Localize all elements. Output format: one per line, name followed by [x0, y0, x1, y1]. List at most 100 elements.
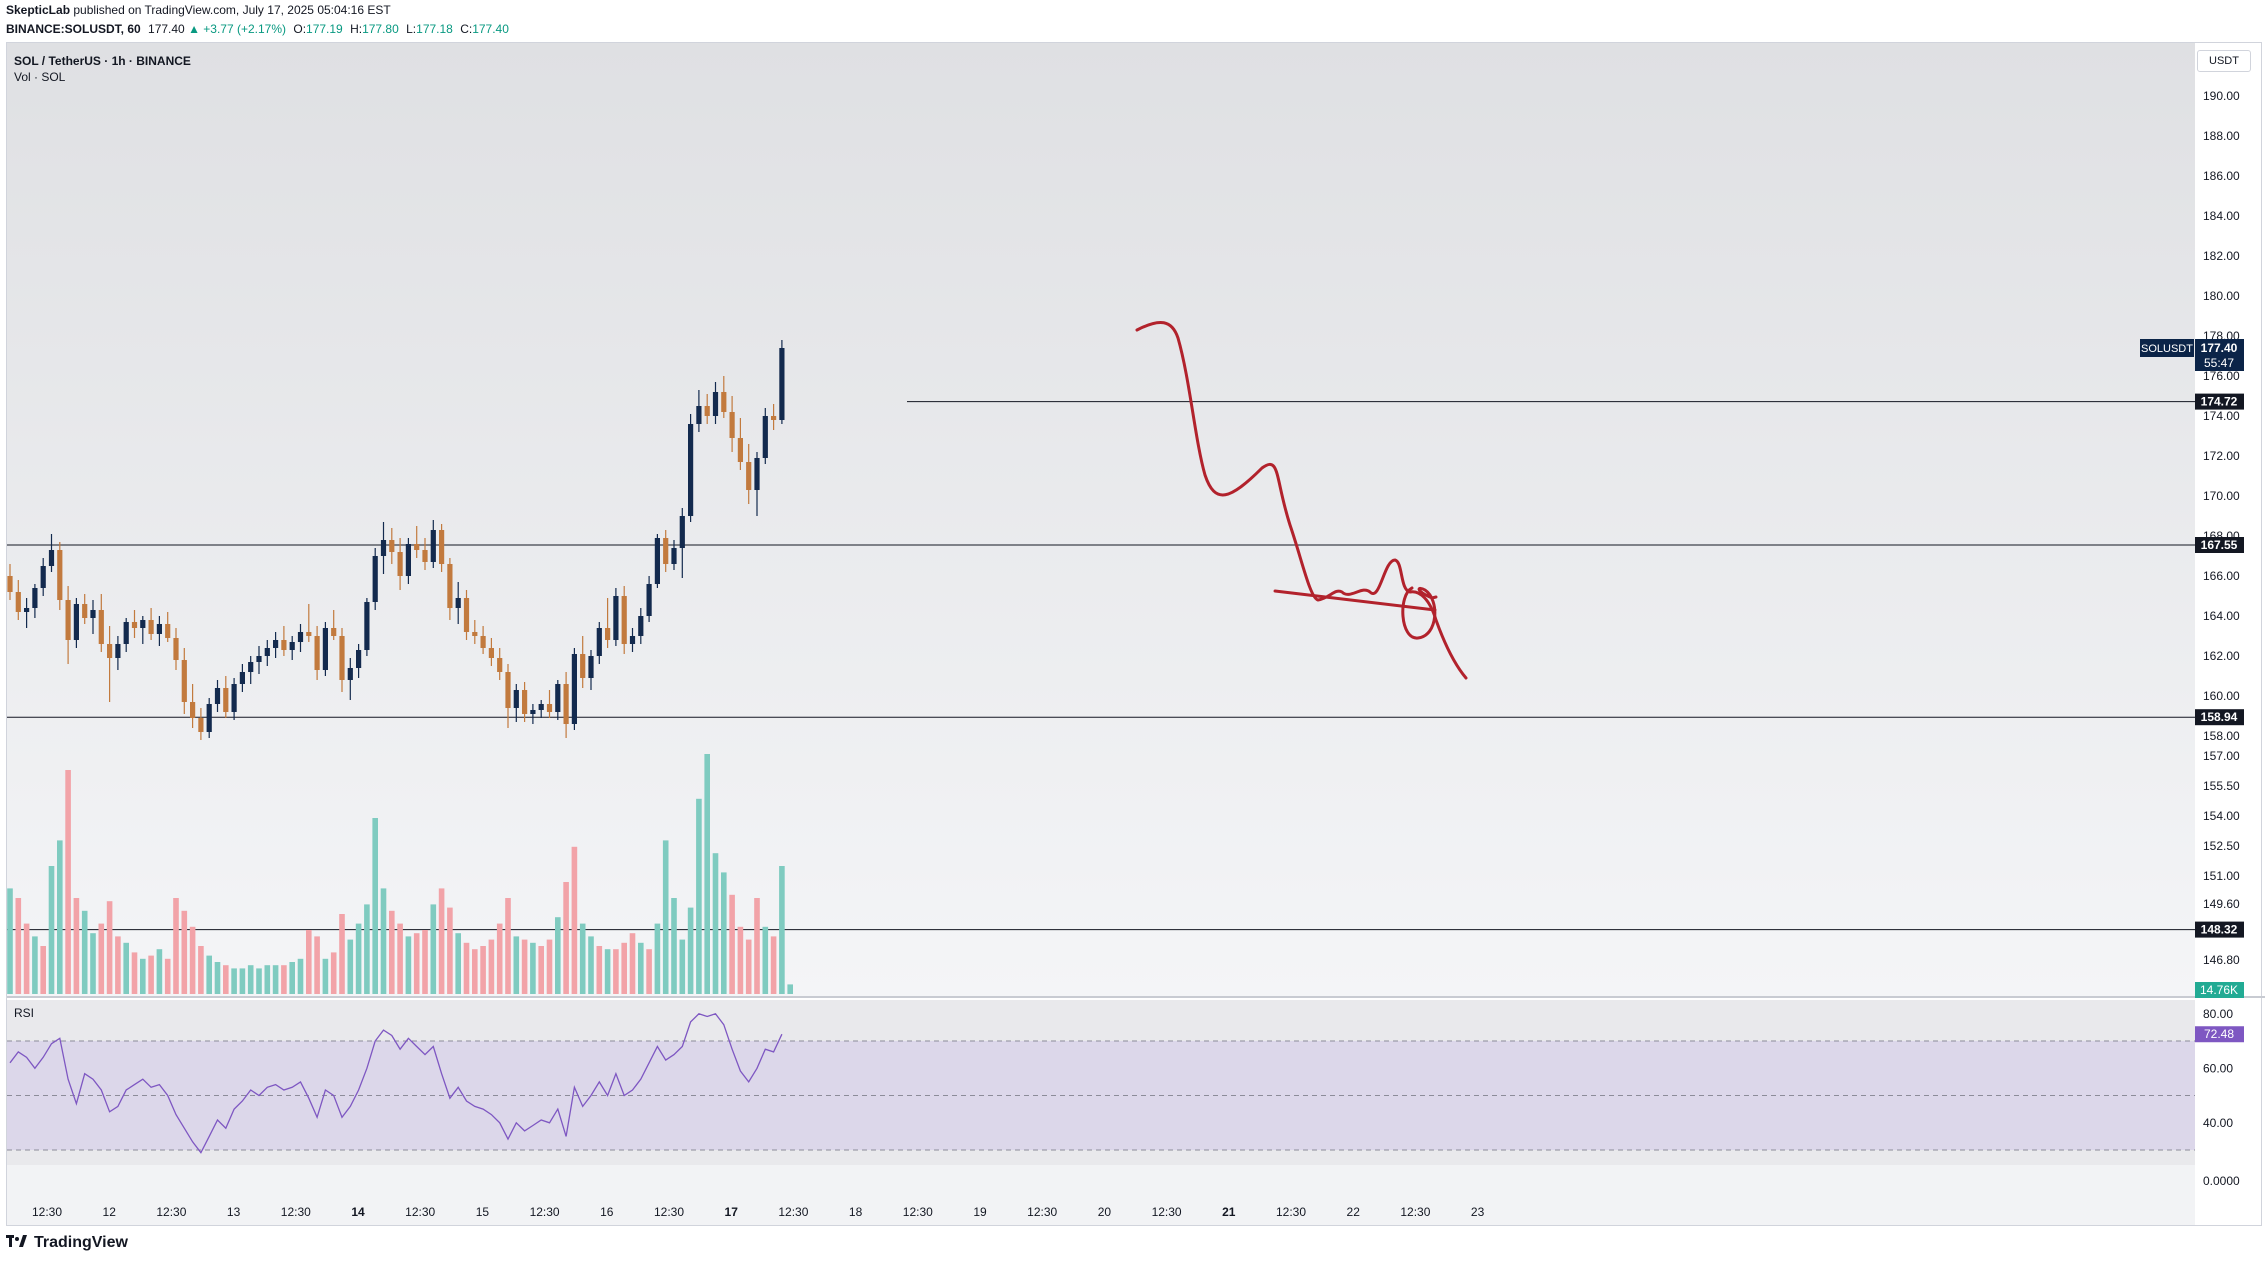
volume-bar	[571, 846, 578, 994]
candle-body	[65, 600, 71, 640]
candle-body	[771, 416, 777, 420]
volume-bar	[604, 949, 611, 994]
volume-bar	[389, 910, 395, 994]
countdown-label: 55:47	[2204, 356, 2234, 370]
volume-bar	[206, 955, 212, 994]
horizontal-level-tag	[2195, 709, 2244, 726]
candle-body	[48, 550, 55, 566]
symbol-line: BINANCE:SOLUSDT, 60	[6, 22, 141, 36]
candle-body	[746, 462, 752, 490]
volume-bar	[621, 942, 627, 994]
candle-body	[580, 654, 586, 678]
candle-body	[190, 702, 196, 718]
price-tick-label: 146.80	[2203, 953, 2240, 967]
candle-body	[712, 392, 719, 416]
volume-bar	[538, 946, 544, 994]
price-tick-label: 152.50	[2203, 839, 2240, 853]
volume-bar	[397, 923, 403, 994]
volume-bar	[687, 907, 694, 994]
candle-body	[181, 660, 187, 702]
volume-bar	[156, 949, 163, 994]
low-value: 177.18	[416, 22, 453, 36]
volume-bar	[314, 936, 320, 994]
price-tick-label: 184.00	[2203, 209, 2240, 223]
candle-body	[173, 638, 179, 660]
candle-body	[588, 656, 594, 678]
price-tick-label: 151.00	[2203, 869, 2240, 883]
candle-body	[73, 604, 79, 640]
volume-bar	[787, 984, 793, 994]
candle-body	[613, 596, 619, 640]
candle-body	[721, 392, 727, 412]
candle-body	[306, 632, 312, 636]
candle-body	[264, 648, 270, 656]
candle-body	[214, 688, 221, 704]
volume-bar	[81, 910, 88, 994]
time-tick-label: 12:30	[32, 1205, 62, 1219]
volume-bar	[638, 942, 644, 994]
volume-bar	[90, 933, 96, 994]
volume-bar	[555, 917, 561, 994]
volume-bar	[73, 898, 80, 994]
volume-bar	[65, 770, 71, 994]
time-tick-label: 22	[1347, 1205, 1361, 1219]
horizontal-level-label: 158.94	[2201, 710, 2238, 724]
volume-bar	[306, 930, 312, 994]
rsi-tick-label: 60.00	[2203, 1061, 2233, 1075]
rsi-line	[9, 1013, 783, 1154]
candle-body	[206, 704, 212, 732]
candle-body	[538, 704, 544, 710]
brand-name: TradingView	[34, 1234, 128, 1251]
time-tick-label: 12:30	[1400, 1205, 1430, 1219]
volume-bar	[256, 968, 262, 994]
candle-body	[646, 584, 652, 616]
volume-bar	[330, 952, 337, 994]
candle-body	[248, 662, 254, 672]
time-tick-label: 12:30	[405, 1205, 435, 1219]
volume-bar	[7, 888, 13, 994]
volume-bar	[189, 926, 196, 994]
time-tick-label: 12:30	[281, 1205, 311, 1219]
currency-button[interactable]: USDT	[2197, 50, 2251, 72]
volume-bar	[40, 946, 46, 994]
candle-body	[297, 632, 304, 642]
candle-body	[57, 550, 63, 600]
close-label: C:	[460, 22, 473, 36]
candle-body	[414, 544, 420, 550]
candle-body	[555, 684, 561, 712]
candle-body	[571, 654, 577, 724]
volume-bar	[762, 926, 769, 994]
volume-bar	[696, 798, 702, 994]
volume-bar	[297, 958, 304, 994]
volume-tag	[2195, 982, 2244, 998]
rsi-tick-label: 40.00	[2203, 1116, 2233, 1130]
candle-body	[638, 616, 644, 636]
candle-body	[339, 636, 345, 680]
projection-path	[1135, 321, 1468, 680]
volume-bar	[480, 946, 486, 994]
candle-body	[405, 544, 411, 576]
volume-bar	[472, 949, 478, 994]
time-tick-label: 16	[600, 1205, 614, 1219]
volume-bar	[15, 898, 22, 994]
candle-body	[546, 704, 553, 712]
price-tick-label: 170.00	[2203, 489, 2240, 503]
candle-body	[24, 608, 30, 612]
volume-bar	[98, 923, 105, 994]
price-tick-label: 186.00	[2203, 169, 2240, 183]
volume-bar	[629, 933, 636, 994]
candle-body	[696, 406, 702, 424]
volume-bar	[223, 965, 229, 994]
price-tick-label: 180.00	[2203, 289, 2240, 303]
volume-bar	[23, 923, 30, 994]
candle-body	[463, 598, 470, 632]
open-label: O:	[293, 22, 307, 36]
candle-body	[497, 658, 503, 672]
candle-body	[737, 438, 743, 462]
rsi-legend: RSI	[14, 1006, 35, 1020]
time-tick-label: 12:30	[778, 1205, 808, 1219]
volume-bar	[596, 946, 603, 994]
volume-bar	[355, 923, 362, 994]
volume-bar	[281, 965, 287, 994]
